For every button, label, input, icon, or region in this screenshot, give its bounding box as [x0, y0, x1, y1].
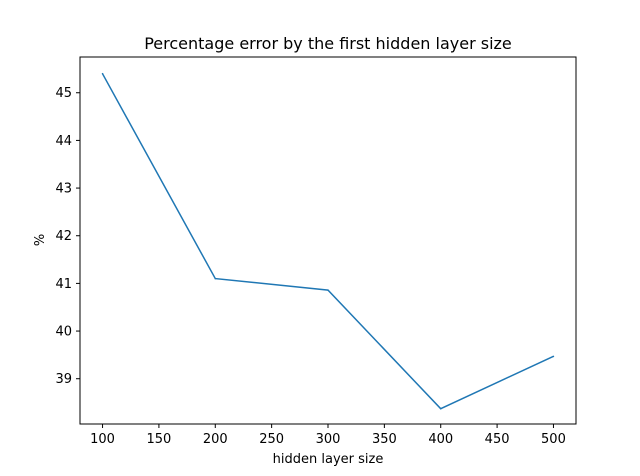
x-axis-ticks: 100 150 200 250 300 350 400 450 500 — [90, 424, 566, 447]
x-tick-label: 250 — [259, 432, 284, 447]
y-axis-ticks: 39 40 41 42 43 44 45 — [55, 86, 80, 387]
series-line — [101, 73, 554, 410]
series-group — [101, 72, 555, 410]
y-tick-label: 43 — [55, 182, 72, 197]
y-tick-label: 40 — [55, 325, 72, 340]
x-tick-label: 150 — [146, 432, 171, 447]
x-tick-label: 300 — [316, 432, 341, 447]
data-point — [101, 72, 104, 75]
x-tick-label: 450 — [485, 432, 510, 447]
y-tick-label: 39 — [55, 372, 72, 387]
plot-area-frame — [79, 56, 577, 425]
y-tick-label: 44 — [55, 134, 72, 149]
y-tick-label: 41 — [55, 277, 72, 292]
x-tick-label: 500 — [541, 432, 566, 447]
data-point — [327, 289, 329, 291]
y-axis-label: % — [33, 234, 48, 246]
data-point — [552, 355, 555, 358]
x-axis-label: hidden layer size — [273, 452, 384, 467]
x-tick-label: 200 — [203, 432, 228, 447]
y-tick-label: 45 — [55, 86, 72, 101]
data-point — [439, 407, 442, 410]
data-point — [214, 277, 217, 280]
y-tick-label: 42 — [55, 229, 72, 244]
x-tick-label: 100 — [90, 432, 115, 447]
x-tick-label: 400 — [428, 432, 453, 447]
x-tick-label: 350 — [372, 432, 397, 447]
chart-title: Percentage error by the first hidden lay… — [144, 34, 512, 53]
